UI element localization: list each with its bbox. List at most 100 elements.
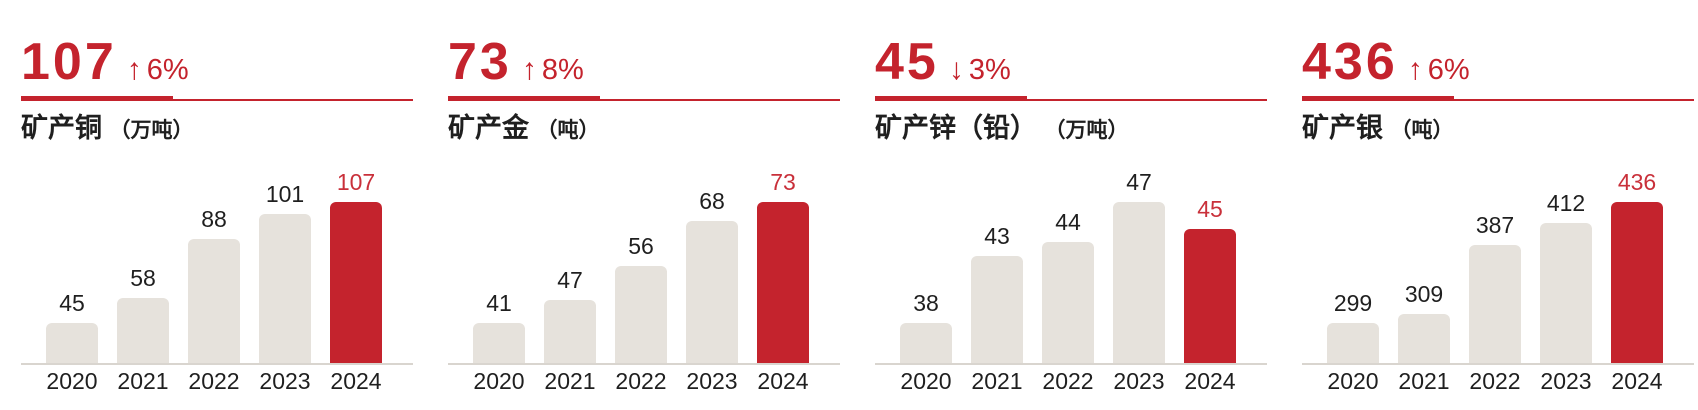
chart-title: 矿产银 （吨） bbox=[1302, 110, 1694, 146]
year-label: 2024 bbox=[1184, 368, 1236, 394]
bar-value-label: 45 bbox=[59, 290, 85, 316]
headline-value: 73 bbox=[448, 33, 512, 91]
bar-highlight bbox=[1184, 228, 1236, 363]
bar-group: 68 bbox=[686, 188, 738, 363]
bar bbox=[686, 220, 738, 363]
bar-group: 101 bbox=[259, 181, 311, 363]
headline-value: 45 bbox=[875, 33, 939, 91]
bar bbox=[615, 266, 667, 363]
bars-row: 41 47 56 68 73 bbox=[448, 146, 840, 363]
x-axis-labels: 2020 2021 2022 2023 2024 bbox=[448, 368, 840, 394]
bar-value-label: 58 bbox=[130, 264, 156, 291]
bar-highlight bbox=[757, 202, 809, 363]
bar bbox=[1113, 202, 1165, 363]
trend-up-icon: ↑ bbox=[521, 53, 537, 86]
x-axis-labels: 2020 2021 2022 2023 2024 bbox=[875, 368, 1267, 394]
headline-value: 436 bbox=[1302, 33, 1398, 91]
divider-thin-line bbox=[21, 99, 413, 101]
bar-value-label: 43 bbox=[984, 222, 1010, 249]
bar-value-label: 47 bbox=[557, 267, 583, 294]
bar-group: 38 bbox=[900, 290, 952, 363]
trend-down-icon: ↓ bbox=[948, 53, 964, 86]
kpi-chart-board: 107 ↑ 6% 矿产铜 （万吨） 45 58 88 101 bbox=[21, 34, 1694, 394]
bar-highlight bbox=[1611, 202, 1663, 363]
bar-value-label: 101 bbox=[265, 180, 305, 207]
divider-thick-segment bbox=[21, 96, 173, 101]
bar-group: 58 bbox=[117, 265, 169, 363]
bar-value-label: 45 bbox=[1197, 195, 1223, 222]
bar-group: 88 bbox=[188, 206, 240, 363]
bar bbox=[46, 323, 98, 363]
chart-title-text: 矿产铜 bbox=[21, 113, 102, 143]
bar-value-label: 56 bbox=[628, 233, 654, 260]
headline-change-percent: 6% bbox=[146, 54, 189, 86]
bars-row: 45 58 88 101 107 bbox=[21, 146, 413, 363]
divider-thin-line bbox=[1302, 99, 1694, 101]
bar bbox=[900, 323, 952, 363]
bar-value-label: 299 bbox=[1333, 290, 1373, 316]
bar bbox=[1469, 245, 1521, 363]
headline: 107 ↑ 6% bbox=[21, 34, 413, 90]
x-axis-labels: 2020 2021 2022 2023 2024 bbox=[21, 368, 413, 394]
bar-group: 412 bbox=[1540, 190, 1592, 363]
year-label: 2024 bbox=[1611, 368, 1663, 394]
year-label: 2020 bbox=[900, 368, 952, 394]
chart-title: 矿产铜 （万吨） bbox=[21, 110, 413, 146]
bar-value-label: 68 bbox=[699, 187, 725, 214]
x-axis-line bbox=[875, 363, 1267, 365]
year-label: 2022 bbox=[615, 368, 667, 394]
divider-rule bbox=[448, 96, 840, 101]
kpi-card-mined-silver: 436 ↑ 6% 矿产银 （吨） 299 309 387 412 bbox=[1302, 34, 1694, 394]
year-label: 2020 bbox=[473, 368, 525, 394]
bar bbox=[1327, 323, 1379, 363]
bar-group-highlight: 436 bbox=[1611, 169, 1663, 363]
bar bbox=[1042, 242, 1094, 363]
trend-up-icon: ↑ bbox=[126, 53, 142, 86]
kpi-card-mined-gold: 73 ↑ 8% 矿产金 （吨） 41 47 56 68 bbox=[448, 34, 840, 394]
year-label: 2024 bbox=[757, 368, 809, 394]
bar-group: 56 bbox=[615, 233, 667, 363]
year-label: 2023 bbox=[259, 368, 311, 394]
bar-value-label: 44 bbox=[1055, 209, 1081, 236]
chart-title-text: 矿产银 bbox=[1302, 113, 1383, 143]
year-label: 2021 bbox=[117, 368, 169, 394]
bar-value-label: 88 bbox=[201, 206, 227, 233]
x-axis-line bbox=[21, 363, 413, 365]
chart-title-unit: （万吨） bbox=[1044, 119, 1129, 142]
headline: 73 ↑ 8% bbox=[448, 34, 840, 90]
chart-title-text: 矿产锌（铅） bbox=[875, 113, 1037, 143]
bar bbox=[259, 213, 311, 363]
trend-up-icon: ↑ bbox=[1407, 53, 1423, 86]
bar-value-label: 38 bbox=[913, 290, 939, 316]
year-label: 2023 bbox=[1540, 368, 1592, 394]
divider-thick-segment bbox=[1302, 96, 1454, 101]
headline-change-percent: 8% bbox=[541, 54, 584, 86]
year-label: 2024 bbox=[330, 368, 382, 394]
bar bbox=[188, 239, 240, 363]
headline-change-percent: 6% bbox=[1427, 54, 1470, 86]
bar-value-label: 387 bbox=[1475, 212, 1515, 239]
bar-value-label: 412 bbox=[1546, 190, 1586, 217]
bar-value-label: 47 bbox=[1126, 169, 1152, 195]
bar-group-highlight: 107 bbox=[330, 169, 382, 363]
bar-group-highlight: 73 bbox=[757, 169, 809, 363]
x-axis-labels: 2020 2021 2022 2023 2024 bbox=[1302, 368, 1694, 394]
kpi-card-mined-copper: 107 ↑ 6% 矿产铜 （万吨） 45 58 88 101 bbox=[21, 34, 413, 394]
divider-rule bbox=[875, 96, 1267, 101]
divider-rule bbox=[21, 96, 413, 101]
bar-group: 47 bbox=[544, 267, 596, 363]
bar-value-label: 41 bbox=[486, 290, 512, 316]
bar-group: 47 bbox=[1113, 169, 1165, 363]
chart-title: 矿产金 （吨） bbox=[448, 110, 840, 146]
chart-title-unit: （吨） bbox=[1390, 119, 1454, 142]
kpi-card-mined-zinc-lead: 45 ↓ 3% 矿产锌（铅） （万吨） 38 43 44 47 bbox=[875, 34, 1267, 394]
year-label: 2023 bbox=[1113, 368, 1165, 394]
bar-value-label: 73 bbox=[770, 169, 796, 195]
year-label: 2021 bbox=[544, 368, 596, 394]
bar-group: 299 bbox=[1327, 290, 1379, 363]
bar bbox=[1398, 314, 1450, 363]
bar bbox=[117, 297, 169, 363]
divider-thin-line bbox=[875, 99, 1267, 101]
year-label: 2023 bbox=[686, 368, 738, 394]
bar-group: 45 bbox=[46, 290, 98, 363]
